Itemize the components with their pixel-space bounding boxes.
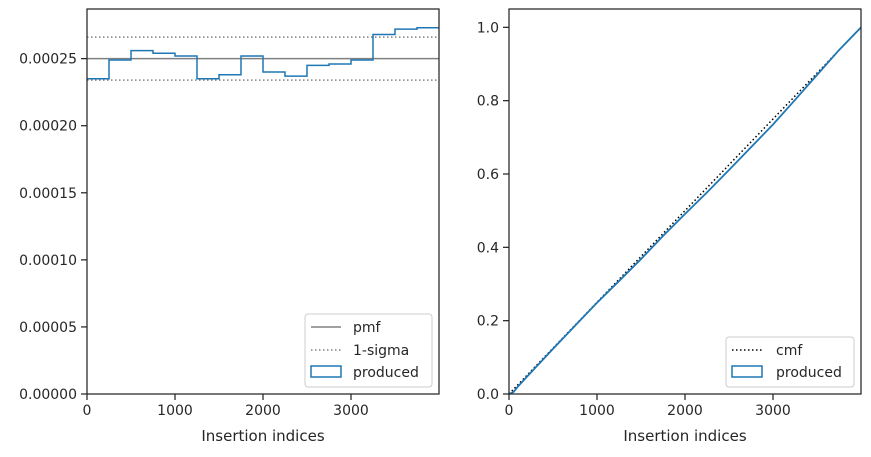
left-xlabel: Insertion indices (201, 427, 324, 445)
right-ytick-label: 0.8 (477, 94, 499, 110)
legend-pmf-label: pmf (353, 320, 382, 336)
legend-produced-label: produced (353, 365, 419, 381)
right-xtick-label: 3000 (755, 403, 791, 419)
left-ytick-label: 0.00025 (19, 52, 77, 68)
left-xtick-label: 1000 (157, 403, 193, 419)
legend-sigma-label: 1-sigma (353, 343, 409, 359)
right-chart: 0 1000 2000 3000 0.0 0.2 0.4 0.6 0.8 1.0 Insertio… (477, 8, 862, 445)
right-ytick-label: 0.0 (477, 387, 499, 403)
right-axes-frame (508, 8, 862, 395)
legend-produced-swatch-right (731, 365, 763, 378)
left-ytick-label: 0.00000 (19, 387, 77, 403)
produced-histogram (87, 27, 439, 80)
produced-cumulative-line (508, 26, 862, 395)
left-legend: pmf 1-sigma produced (304, 313, 433, 388)
right-xtick-label: 0 (505, 403, 514, 419)
left-xtick-label: 0 (83, 403, 92, 419)
legend-produced-label-right: produced (776, 365, 842, 381)
left-xtick-label: 3000 (333, 403, 369, 419)
left-chart: 0 1000 2000 3000 0.00000 0.00005 0.00010 0.0001… (19, 8, 440, 445)
left-ytick-label: 0.00020 (19, 119, 77, 135)
right-xtick-label: 2000 (667, 403, 703, 419)
right-legend: cmf produced (725, 336, 855, 388)
right-xlabel: Insertion indices (623, 427, 746, 445)
right-ytick-label: 0.2 (477, 314, 499, 330)
left-ytick-label: 0.00005 (19, 320, 77, 336)
right-ytick-label: 0.6 (477, 167, 499, 183)
right-xtick-label: 1000 (579, 403, 615, 419)
left-ytick-label: 0.00010 (19, 253, 77, 269)
left-ytick-label: 0.00015 (19, 186, 77, 202)
right-ytick-label: 0.4 (477, 240, 499, 256)
left-xtick-label: 2000 (245, 403, 281, 419)
legend-cmf-label: cmf (776, 343, 803, 359)
legend-produced-swatch (310, 365, 342, 378)
right-ytick-label: 1.0 (477, 20, 499, 36)
